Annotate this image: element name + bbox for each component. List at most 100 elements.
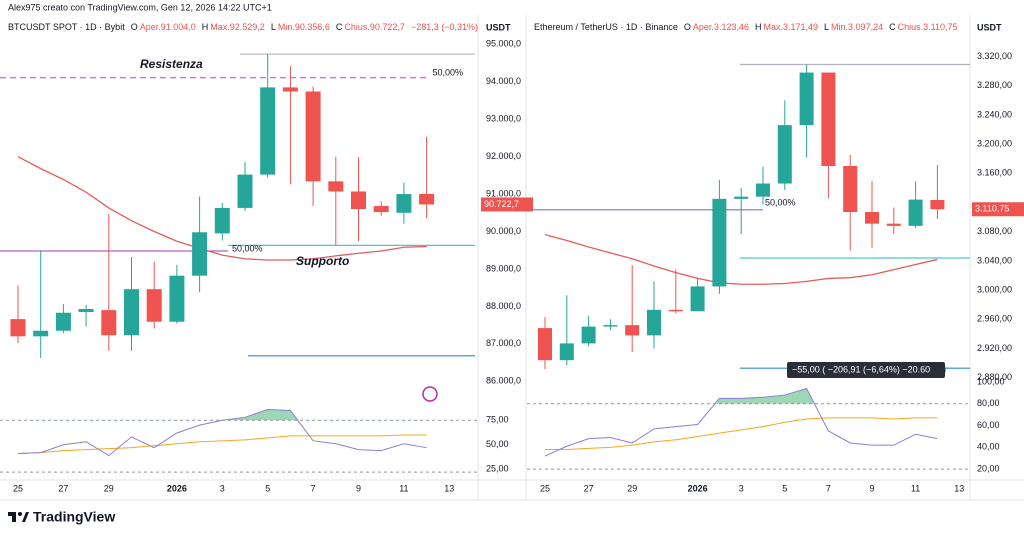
- chart-panel: [0, 53, 478, 473]
- legend-value: Max.3.171,49: [763, 22, 818, 32]
- y-tick-label: 3.240,00: [977, 109, 1012, 119]
- alert-icon[interactable]: [422, 386, 438, 402]
- y-tick-label: 3.160,00: [977, 168, 1012, 178]
- x-tick-label: 27: [584, 483, 594, 493]
- candle-body: [237, 174, 253, 208]
- candle-body: [169, 275, 185, 322]
- measure-label: −55,00 ( −206,91 (−6,64%) −20.60: [792, 364, 930, 374]
- candle-body: [625, 325, 640, 336]
- rsi-tick-label: 100,00: [977, 376, 1005, 386]
- level-name: Supporto: [296, 254, 349, 268]
- candle-body: [647, 309, 661, 336]
- x-tick-label: 29: [104, 483, 114, 493]
- footer: TradingView: [33, 509, 115, 525]
- rsi-tick-label: 20,00: [977, 463, 1000, 473]
- candle-body: [843, 166, 858, 212]
- candle-body: [55, 312, 71, 331]
- x-tick-label: 9: [356, 483, 361, 493]
- y-tick-label: 3.000,00: [977, 284, 1012, 294]
- y-tick-label: 89.000,0: [486, 263, 521, 273]
- legend-value: Max.92.529,2: [210, 22, 265, 32]
- candle-body: [101, 310, 117, 336]
- header: Alex975 creato con TradingView.com, Gen …: [8, 2, 272, 12]
- candle-body: [538, 328, 552, 361]
- y-tick-label: 3.200,00: [977, 138, 1012, 148]
- x-tick-label: 5: [782, 483, 787, 493]
- x-tick-label: 25: [540, 483, 550, 493]
- legend-key: C: [889, 22, 896, 32]
- candle-body: [908, 199, 923, 226]
- y-tick-label: 92.000,0: [486, 151, 521, 161]
- candle-body: [581, 326, 596, 344]
- legend-key: L: [824, 22, 829, 32]
- candle-body: [603, 325, 618, 327]
- y-tick-label: 2.880,00: [977, 372, 1012, 382]
- moving-average: [544, 233, 938, 285]
- y-tick-label: 87.000,0: [486, 338, 521, 348]
- measure-box: [787, 362, 945, 378]
- y-tick-label: 2.920,00: [977, 343, 1012, 353]
- x-tick-label: 11: [911, 483, 920, 493]
- candle-body: [10, 319, 26, 337]
- rsi-signal: [17, 434, 427, 455]
- candle-body: [419, 193, 435, 205]
- x-tick-label: 25: [13, 483, 23, 493]
- candle-body: [214, 207, 230, 234]
- rsi-tick-label: 60,00: [977, 420, 1000, 430]
- moving-average: [17, 156, 427, 261]
- chart-panel: [527, 63, 970, 470]
- legend-value: −281,3 (−0,31%): [411, 22, 478, 32]
- last-price-box: [972, 202, 1024, 217]
- candle-body: [734, 196, 749, 199]
- legend-value: Chius.90.722,7: [344, 22, 405, 32]
- candle-body: [305, 91, 321, 182]
- y-tick-label: 3.040,00: [977, 255, 1012, 265]
- legend-key: H: [202, 22, 209, 32]
- y-tick-label: 90.000,0: [486, 226, 521, 236]
- candle-body: [33, 330, 49, 337]
- x-tick-label: 5: [265, 483, 270, 493]
- x-tick-label: 3: [739, 483, 744, 493]
- legend: Ethereum / TetherUS · 1D · Binance O Aper.…: [534, 22, 957, 32]
- candle-body: [260, 87, 276, 175]
- logo: [8, 512, 29, 522]
- candle-body: [756, 183, 770, 197]
- candle-body: [821, 72, 836, 166]
- rsi-line: [544, 387, 938, 457]
- candle-body: [559, 343, 574, 361]
- legend-key: O: [131, 22, 138, 32]
- x-tick-label: 2026: [688, 483, 708, 493]
- y-tick-label: 95.000,0: [486, 39, 521, 49]
- y-tick-label: 94.000,0: [486, 76, 521, 86]
- candle-body: [668, 309, 683, 312]
- y-tick-label: 3.280,00: [977, 80, 1012, 90]
- y-tick-label: 88.000,0: [486, 301, 521, 311]
- y-tick-label: 86.000,0: [486, 376, 521, 386]
- y-tick-label: 2.960,00: [977, 314, 1012, 324]
- y-tick-label: 91.000,0: [486, 188, 521, 198]
- x-tick-label: 7: [311, 483, 316, 493]
- axis-unit: USDT: [977, 22, 1002, 32]
- legend-key: H: [755, 22, 762, 32]
- rsi-tick-label: 40,00: [977, 442, 1000, 452]
- legend-value: Min.90.356,6: [278, 22, 330, 32]
- x-tick-label: 13: [444, 483, 454, 493]
- legend-key: C: [336, 22, 343, 32]
- rsi-tick-label: 75,00: [486, 415, 509, 425]
- x-tick-label: 13: [954, 483, 964, 493]
- y-tick-label: 3.080,00: [977, 226, 1012, 236]
- y-tick-label: 3.320,00: [977, 51, 1012, 61]
- legend-value: Aper.91.004,0: [140, 22, 196, 32]
- level-label: 50,00%: [232, 243, 263, 253]
- x-tick-label: 11: [399, 483, 408, 493]
- level-label: 50,00%: [432, 67, 463, 77]
- x-tick-label: 2026: [167, 483, 187, 493]
- legend-key: O: [684, 22, 691, 32]
- rsi-signal: [545, 417, 938, 451]
- legend-title: Ethereum / TetherUS · 1D · Binance: [534, 22, 678, 32]
- candle-body: [690, 286, 705, 312]
- candle-body: [78, 309, 94, 312]
- level-name: Resistenza: [140, 57, 203, 71]
- legend: BTCUSDT SPOT · 1D · Bybit O Aper.91.004,0 H…: [8, 22, 478, 32]
